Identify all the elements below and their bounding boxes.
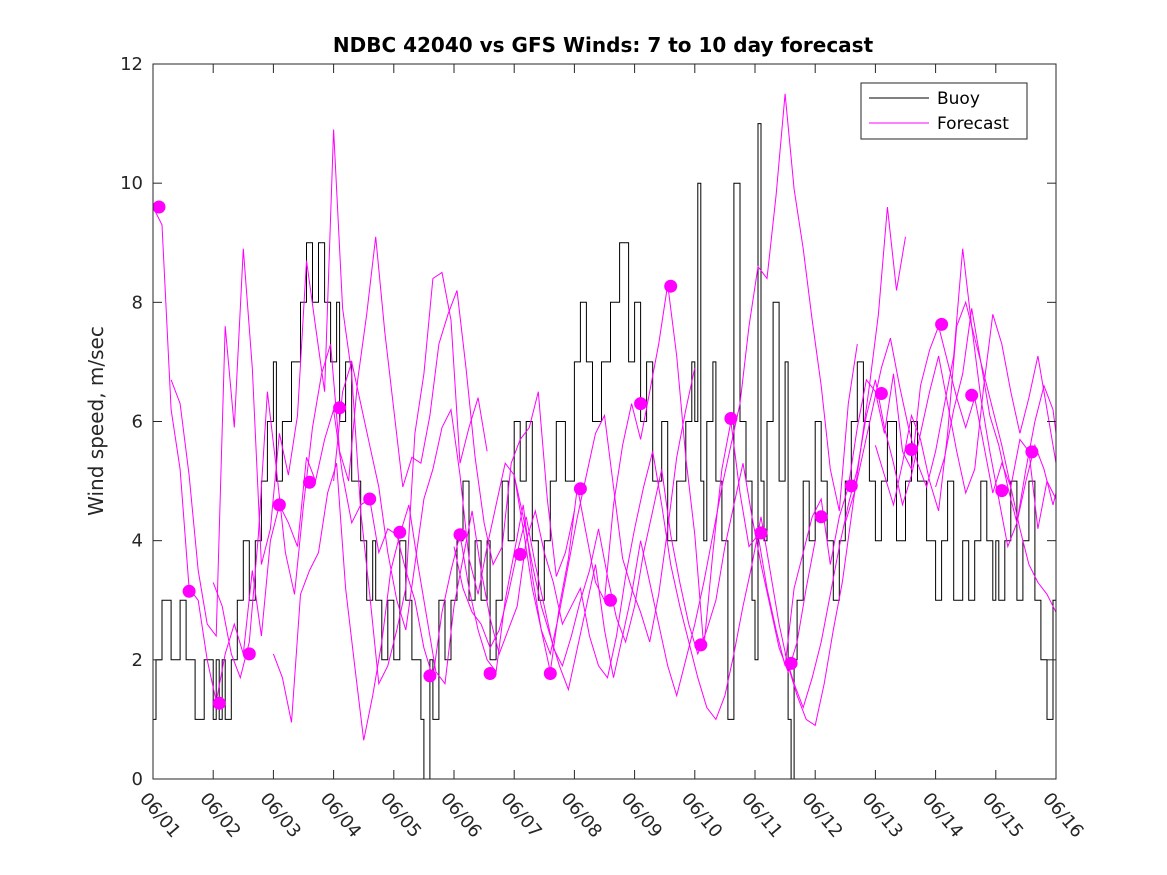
- forecast-marker-2: [212, 696, 226, 710]
- forecast-marker-24: [874, 387, 888, 400]
- forecast-series-line-3: [212, 236, 575, 680]
- forecast-series-line-12: [935, 308, 1057, 523]
- x-tick-label: 06/02: [195, 789, 244, 842]
- legend: Buoy Forecast: [860, 82, 1028, 140]
- forecast-marker-27: [965, 388, 979, 402]
- y-tick-label: 10: [120, 173, 143, 194]
- forecast-marker-13: [543, 667, 557, 680]
- forecast-marker-28: [995, 484, 1009, 498]
- forecast-series-line-4: [272, 463, 636, 741]
- forecast-marker-29: [1025, 445, 1039, 459]
- forecast-marker-18: [694, 638, 708, 652]
- x-tick-label: 06/09: [617, 789, 666, 842]
- forecast-marker-19: [724, 412, 738, 425]
- forecast-marker-14: [573, 482, 587, 496]
- forecast-marker-7: [363, 492, 377, 506]
- forecast-marker-23: [844, 479, 858, 493]
- y-tick-label: 4: [132, 531, 143, 552]
- forecast-marker-15: [604, 593, 617, 607]
- forecast-marker-26: [935, 317, 949, 331]
- chart-title: NDBC 42040 vs GFS Winds: 7 to 10 day for…: [333, 33, 874, 57]
- forecast-series-line-7: [513, 93, 858, 698]
- forecast-series-line-9: [784, 314, 1057, 710]
- legend-forecast-label: Forecast: [937, 114, 1009, 134]
- series-layer: [152, 93, 1057, 780]
- forecast-marker-22: [814, 510, 828, 524]
- y-tick-label: 0: [132, 769, 143, 790]
- x-tick-label: 06/03: [256, 789, 305, 842]
- legend-buoy-label: Buoy: [937, 89, 980, 109]
- forecast-marker-25: [905, 443, 918, 456]
- forecast-marker-4: [272, 498, 286, 512]
- forecast-marker-20: [754, 526, 768, 540]
- x-tick-label: 06/05: [376, 789, 425, 842]
- x-tick-label: 06/12: [797, 789, 846, 842]
- forecast-marker-0: [152, 200, 166, 214]
- x-tick-label: 06/11: [737, 789, 786, 842]
- y-tick-label: 6: [132, 412, 143, 433]
- x-tick-label: 06/13: [858, 789, 907, 842]
- forecast-marker-6: [333, 401, 347, 415]
- y-tick-label: 12: [120, 54, 143, 75]
- forecast-marker-5: [303, 475, 316, 489]
- y-tick-label: 2: [132, 650, 143, 671]
- forecast-marker-21: [784, 656, 798, 670]
- x-tick-label: 06/06: [436, 789, 485, 842]
- forecast-marker-10: [453, 528, 467, 542]
- forecast-marker-17: [664, 279, 678, 293]
- marker-layer: [152, 200, 1039, 710]
- forecast-marker-8: [393, 525, 407, 539]
- x-tick-label: 06/14: [918, 789, 967, 842]
- x-tick-label: 06/10: [677, 789, 726, 842]
- x-tick-label: 06/07: [496, 789, 545, 842]
- x-tick-label: 06/08: [557, 789, 606, 842]
- y-axis-label: Wind speed, m/sec: [84, 326, 108, 516]
- forecast-marker-3: [242, 647, 256, 661]
- x-tick-label: 06/04: [316, 789, 365, 842]
- y-tick-label: 8: [132, 292, 143, 313]
- forecast-marker-1: [182, 584, 196, 598]
- x-tick-label: 06/15: [978, 789, 1027, 842]
- x-tick-label: 06/01: [135, 789, 184, 842]
- forecast-marker-12: [513, 547, 527, 561]
- forecast-marker-9: [423, 669, 437, 683]
- buoy-series-line: [153, 123, 1057, 780]
- x-tick-label: 06/16: [1038, 789, 1087, 842]
- forecast-marker-16: [634, 397, 648, 411]
- forecast-series-line-2: [170, 129, 488, 686]
- legend-box: [860, 82, 1028, 140]
- forecast-marker-11: [483, 667, 497, 680]
